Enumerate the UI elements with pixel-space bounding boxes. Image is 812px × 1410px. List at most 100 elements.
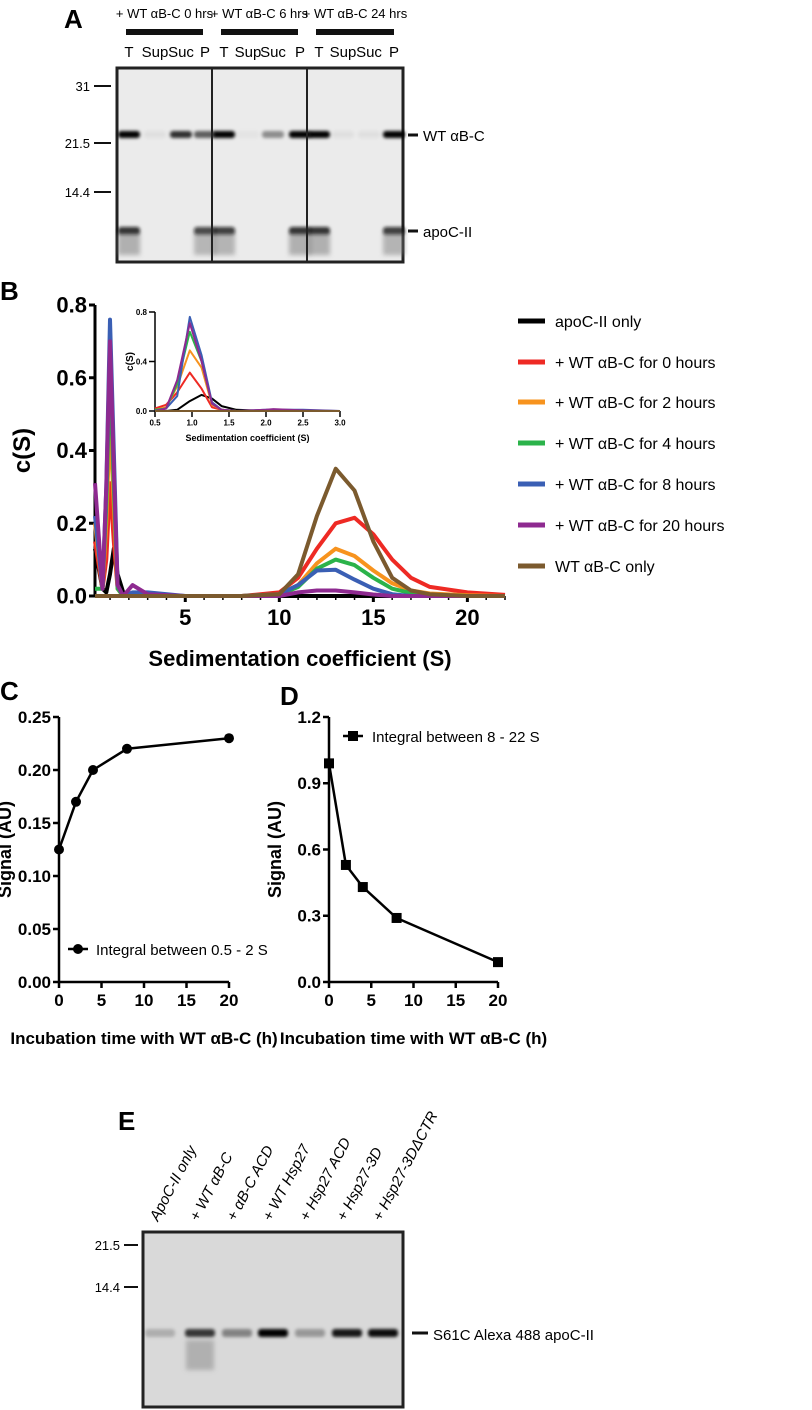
- series-line-0: [57, 736, 230, 850]
- y-axis-label: c(S): [125, 352, 136, 371]
- gel-a-marker-label: 21.5: [65, 136, 90, 151]
- gel-a-lane-label: Suc: [260, 44, 286, 61]
- panel-label-a: A: [64, 4, 83, 34]
- series-line-5: [93, 339, 505, 598]
- x-tick-label: 15: [361, 605, 385, 630]
- gel-e-lane-label: + Hsp27-3DΔCTR: [370, 1109, 442, 1224]
- legend-b: apoC-II only + WT αB-C for 0 hours + WT αB…: [518, 314, 724, 576]
- x-axis-label: Incubation time with WT αB-C (h): [280, 1029, 547, 1048]
- legend-label: WT αB-C only: [555, 559, 655, 576]
- gel-a-marker-label: 14.4: [65, 185, 90, 200]
- gel-a-group-label: + WT αB-C 0 hrs: [116, 6, 214, 21]
- y-tick-label: 0.4: [56, 438, 87, 463]
- y-tick-label: 0.2: [56, 511, 87, 536]
- gel-a-band-label: apoC-II: [423, 224, 472, 241]
- x-tick-label: 15: [446, 991, 465, 1010]
- gel-a-band-wt: [170, 131, 192, 138]
- gel-a-lane-label: T: [314, 44, 323, 61]
- y-tick-label: 0.0: [297, 973, 321, 992]
- y-tick-label: 0.3: [297, 907, 321, 926]
- data-point: [493, 957, 503, 968]
- y-tick-label: 0.6: [297, 840, 321, 859]
- series-line-0: [155, 393, 340, 412]
- x-tick-label: 20: [220, 991, 239, 1010]
- y-tick-label: 0.6: [56, 365, 87, 390]
- gel-a-lane-label: Sup: [330, 44, 357, 61]
- y-tick-label: 0.20: [18, 761, 51, 780]
- data-point: [224, 733, 234, 744]
- data-point: [71, 796, 81, 807]
- x-tick-label: 0.5: [149, 418, 161, 427]
- x-tick-label: 1.0: [186, 418, 198, 427]
- legend-label: Integral between 8 - 22 S: [372, 729, 540, 746]
- legend-marker: [348, 731, 358, 741]
- panel-label-e: E: [118, 1106, 135, 1136]
- x-tick-label: 0: [54, 991, 63, 1010]
- data-point: [391, 912, 402, 923]
- gel-a-band-wt: [194, 131, 216, 138]
- gel-e-band: [295, 1329, 325, 1337]
- gel-a-lane-label: Suc: [356, 44, 382, 61]
- gel-e-band: [185, 1329, 215, 1337]
- series-line-5: [154, 322, 341, 412]
- gel-a-band-wt: [262, 131, 284, 138]
- gel-e: ApoC-II only+ WT αB-C+ αB-C ACD+ WT Hsp2…: [95, 1109, 594, 1409]
- gel-a-band-smear: [118, 233, 140, 255]
- legend-label: + WT αB-C for 20 hours: [555, 518, 724, 535]
- series-line-6: [95, 466, 505, 598]
- data-point: [88, 765, 98, 775]
- legend-label: + WT αB-C for 8 hours: [555, 477, 716, 494]
- x-axis-label: Sedimentation coefficient (S): [148, 646, 451, 671]
- gel-a-band-smear: [213, 233, 235, 255]
- x-tick-label: 5: [179, 605, 191, 630]
- x-tick-label: 10: [267, 605, 291, 630]
- gel-e-band: [368, 1329, 398, 1337]
- gel-a-band-smear: [194, 233, 216, 255]
- y-axis-label: Signal (AU): [0, 801, 15, 898]
- x-tick-label: 3.0: [334, 418, 346, 427]
- gel-a-band-wt: [358, 131, 380, 138]
- legend-marker: [73, 944, 83, 954]
- gel-a-band-wt: [332, 131, 354, 138]
- data-point: [324, 758, 334, 769]
- gel-a-lane-label: Sup: [235, 44, 262, 61]
- legend-label: + WT αB-C for 0 hours: [555, 355, 716, 372]
- gel-e-frame: [141, 1230, 405, 1409]
- gel-a-band-wt: [118, 131, 140, 138]
- x-tick-label: 15: [177, 991, 196, 1010]
- gel-a-band-wt: [213, 131, 235, 138]
- gel-a-lane-label: T: [124, 44, 133, 61]
- x-tick-label: 0: [324, 991, 333, 1010]
- gel-a-lane-label: P: [389, 44, 399, 61]
- legend-label: + WT αB-C for 4 hours: [555, 436, 716, 453]
- chart-c: 0.00 0.05 0.10 0.15 0.20 0.25 0 5 10 15 20 Incubati…: [0, 708, 278, 1048]
- data-point: [54, 844, 64, 855]
- gel-a-band-smear: [289, 233, 311, 255]
- gel-a-band-smear: [383, 233, 405, 255]
- y-tick-label: 0.15: [18, 814, 51, 833]
- gel-a-band-wt: [237, 131, 259, 138]
- x-tick-label: 1.5: [223, 418, 235, 427]
- gel-a-band-wt: [383, 131, 405, 138]
- series-line-1: [93, 481, 506, 598]
- x-tick-label: 5: [367, 991, 376, 1010]
- y-tick-label: 0.8: [56, 293, 87, 318]
- gel-e-band: [332, 1329, 362, 1337]
- x-tick-label: 20: [489, 991, 508, 1010]
- gel-e-band: [258, 1329, 288, 1337]
- y-tick-label: 0.0: [56, 584, 87, 609]
- y-tick-label: 0.4: [136, 357, 148, 366]
- gel-a-group-label: + WT αB-C 24 hrs: [303, 6, 408, 21]
- panel-label-d: D: [280, 681, 299, 711]
- gel-a-group-bar: [316, 29, 394, 35]
- gel-a-lane-label: P: [295, 44, 305, 61]
- x-tick-label: 10: [135, 991, 154, 1010]
- gel-e-band: [222, 1329, 252, 1337]
- y-axis-label: Signal (AU): [265, 801, 285, 898]
- chart-b-inset: 0.0 0.4 0.8 0.5 1.0 1.5 2.0 2.5 3.0 Sedimentation…: [125, 308, 346, 443]
- gel-e-band-smear: [186, 1340, 214, 1370]
- panel-label-c: C: [0, 676, 19, 706]
- y-tick-label: 0.8: [136, 308, 148, 317]
